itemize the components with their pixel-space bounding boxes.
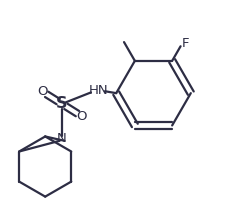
Text: N: N	[57, 132, 67, 145]
Text: S: S	[56, 97, 68, 112]
Text: HN: HN	[88, 84, 107, 97]
Text: O: O	[37, 85, 48, 99]
Text: O: O	[76, 110, 86, 123]
Text: F: F	[181, 37, 188, 50]
